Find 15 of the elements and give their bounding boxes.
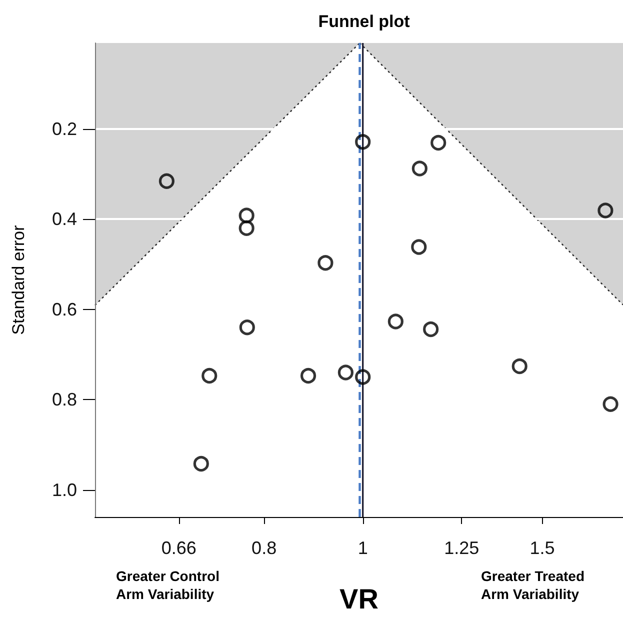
- x-tick-label: 0.8: [252, 538, 277, 558]
- y-tick-label: 0.8: [52, 390, 77, 410]
- chart-title: Funnel plot: [318, 12, 410, 31]
- y-tick-label: 0.6: [52, 299, 77, 320]
- x-axis-title: VR: [340, 584, 378, 614]
- x-tick-label: 1.5: [530, 538, 555, 558]
- text: Greater Control Arm Variability: [116, 568, 224, 602]
- x-tick-label: 1.25: [444, 538, 480, 558]
- y-tick-label: 0.2: [52, 118, 77, 139]
- text: Greater Treated Arm Variability: [481, 568, 588, 602]
- x-tick-label: 0.66: [161, 538, 196, 558]
- y-axis-title: Standard error: [9, 224, 28, 335]
- y-tick-label: 0.4: [52, 209, 77, 230]
- y-tick-label: 1.0: [52, 480, 77, 500]
- x-tick-label: 1: [358, 538, 368, 558]
